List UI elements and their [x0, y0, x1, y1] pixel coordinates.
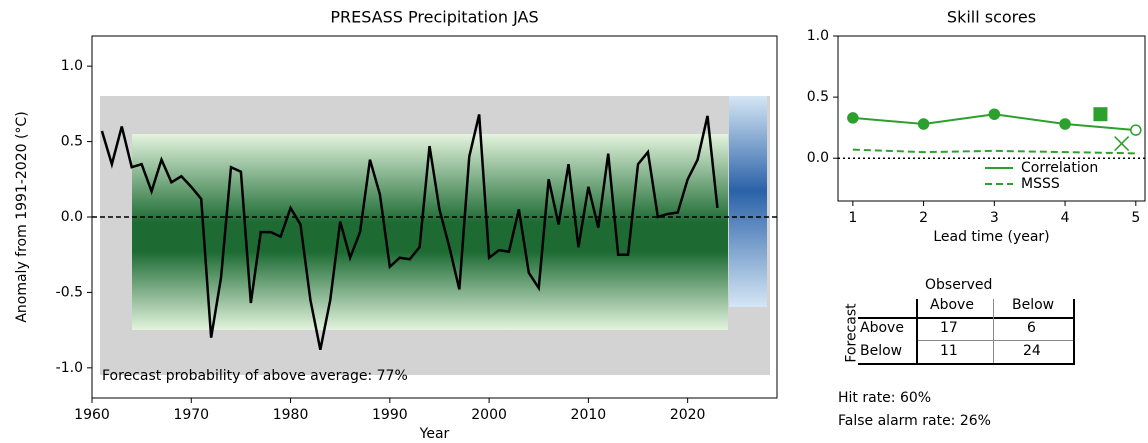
forecast-outlook [729, 96, 767, 307]
x-tick-label: 2020 [670, 407, 706, 423]
row-header: Above [860, 320, 904, 336]
series-marker [988, 108, 1001, 120]
table-rule [1073, 299, 1075, 363]
series-marker [1059, 118, 1071, 130]
square-marker [1093, 107, 1108, 122]
y-tick-label: 1.0 [61, 58, 83, 74]
y-tick-label: 0.0 [61, 209, 83, 225]
cell: 24 [1023, 343, 1041, 359]
x-tick-label: 1 [848, 210, 857, 226]
y-tick-label: 1.0 [807, 28, 829, 44]
table-rule [993, 299, 994, 363]
y-tick-label: -1.0 [56, 360, 83, 376]
table-row-title: Forecast [843, 303, 860, 363]
table-rule [858, 363, 1075, 365]
series-line [852, 148, 1136, 155]
x-tick-label: 4 [1061, 210, 1070, 226]
x-tick-label: 1960 [74, 407, 110, 423]
legend-label: MSSS [1021, 176, 1060, 192]
legend-label: Correlation [1021, 160, 1098, 176]
cell: 17 [940, 320, 958, 336]
col-header: Below [1012, 297, 1055, 313]
series-marker [1130, 124, 1142, 136]
cell: 11 [940, 343, 958, 359]
x-tick-label: 2010 [571, 407, 607, 423]
y-tick-label: 0.0 [807, 150, 829, 166]
table-rule [916, 299, 918, 363]
series-line [100, 114, 719, 350]
x-axis-label: Lead time (year) [933, 229, 1049, 245]
chart-title: PRESASS Precipitation JAS [330, 8, 538, 27]
series-marker [917, 118, 930, 130]
y-tick-label: -0.5 [56, 284, 83, 300]
x-tick-label: 1970 [173, 407, 209, 423]
y-tick-label: 0.5 [61, 134, 83, 150]
col-header: Above [930, 297, 974, 313]
x-tick-label: 2 [919, 210, 928, 226]
row-header: Below [860, 343, 903, 359]
annotation: Forecast probability of above average: 7… [102, 368, 408, 384]
x-tick-label: 1980 [273, 407, 309, 423]
x-tick-label: 2000 [471, 407, 507, 423]
plot-frame [837, 35, 1146, 202]
cell: 6 [1027, 320, 1036, 336]
x-tick-label: 1990 [372, 407, 408, 423]
table-title: Observed [925, 277, 993, 293]
table-rule [918, 340, 1073, 341]
cross-marker [1114, 136, 1130, 152]
series-marker [847, 112, 859, 124]
y-axis-label: Anomaly from 1991-2020 (°C) [14, 111, 30, 322]
false-alarm-rate: False alarm rate: 26% [838, 413, 991, 429]
x-axis-label: Year [419, 426, 450, 442]
y-tick-label: 0.5 [807, 89, 829, 105]
contingency-table: Observed Forecast Above Below Above Belo… [830, 275, 1090, 375]
chart-title: Skill scores [947, 8, 1036, 27]
table-rule [858, 317, 1075, 319]
x-tick-label: 3 [990, 210, 999, 226]
x-tick-label: 5 [1131, 210, 1140, 226]
hit-rate: Hit rate: 60% [838, 390, 932, 406]
